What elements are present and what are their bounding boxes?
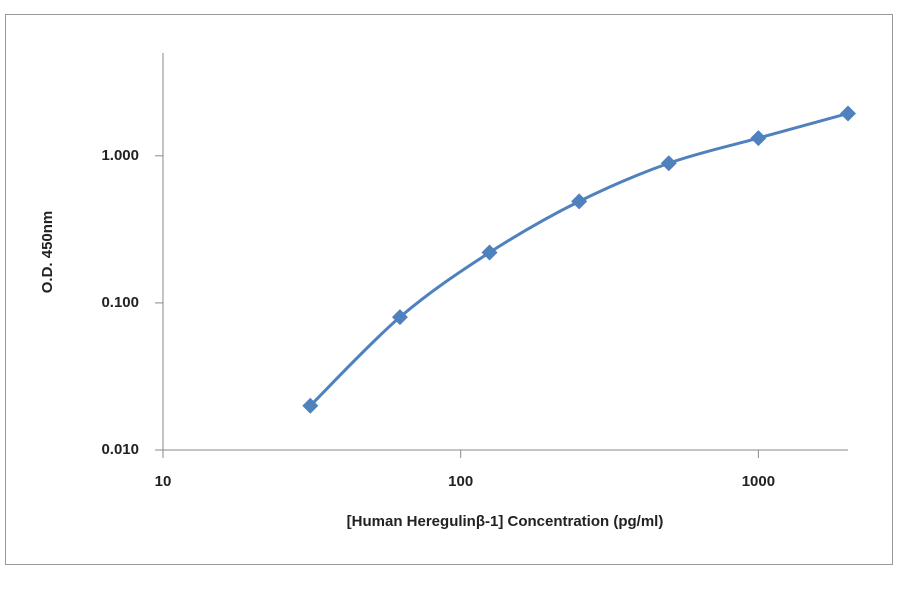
x-axis-label: [Human Heregulinβ-1] Concentration (pg/m… bbox=[347, 513, 664, 530]
y-tick-label: 0.100 bbox=[101, 294, 139, 311]
y-tick-label: 1.000 bbox=[101, 147, 139, 164]
chart-frame bbox=[5, 14, 893, 565]
marker bbox=[660, 155, 677, 172]
y-axis-label: O.D. 450nm bbox=[39, 211, 56, 294]
y-tick-label: 0.010 bbox=[101, 441, 139, 458]
marker bbox=[391, 309, 408, 326]
x-tick-label: 1000 bbox=[742, 473, 775, 490]
marker bbox=[302, 397, 319, 414]
marker bbox=[571, 193, 588, 210]
x-tick-label: 100 bbox=[448, 473, 473, 490]
marker bbox=[840, 105, 856, 122]
marker bbox=[750, 130, 767, 147]
x-tick-label: 10 bbox=[155, 473, 172, 490]
marker bbox=[481, 244, 498, 261]
